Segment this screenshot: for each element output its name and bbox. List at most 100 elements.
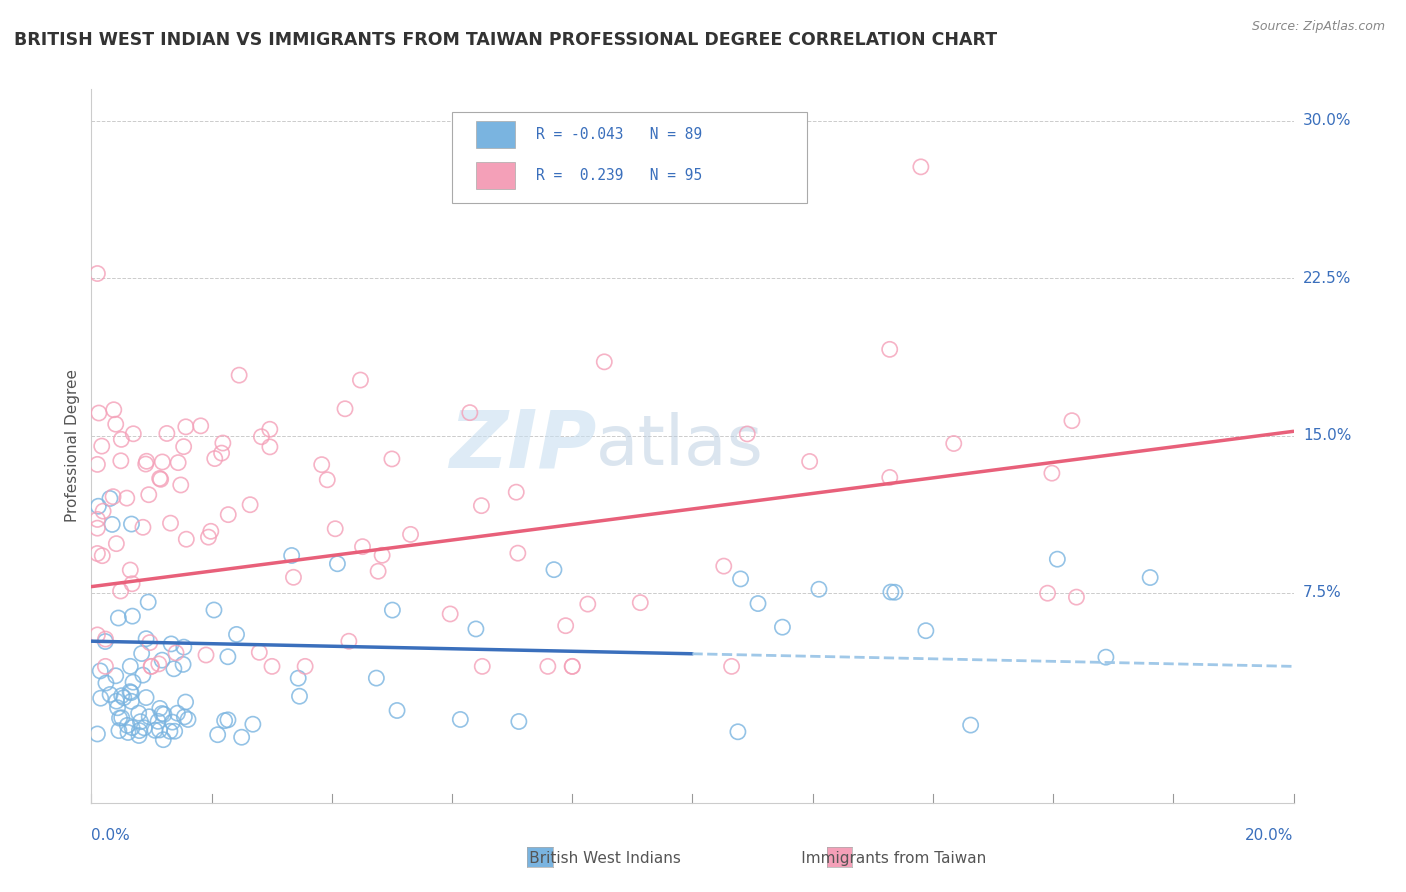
Point xyxy=(543,563,565,577)
Text: 22.5%: 22.5% xyxy=(1303,270,1351,285)
Point xyxy=(132,520,155,534)
Point xyxy=(195,648,218,662)
Point xyxy=(149,471,172,485)
Text: BRITISH WEST INDIAN VS IMMIGRANTS FROM TAIWAN PROFESSIONAL DEGREE CORRELATION CH: BRITISH WEST INDIAN VS IMMIGRANTS FROM T… xyxy=(14,31,997,49)
Point xyxy=(337,634,360,648)
Point xyxy=(104,417,127,432)
Point xyxy=(554,618,576,632)
Point xyxy=(288,690,311,704)
Point xyxy=(91,549,114,563)
Point xyxy=(86,727,108,741)
Point xyxy=(231,730,253,744)
Point xyxy=(197,530,219,544)
Point xyxy=(94,632,117,646)
Point xyxy=(173,710,195,724)
Point xyxy=(111,689,134,703)
Point xyxy=(217,649,239,664)
Point xyxy=(879,343,901,357)
Point xyxy=(352,540,374,554)
Point xyxy=(225,627,247,641)
Point xyxy=(173,440,195,454)
Point xyxy=(146,714,169,729)
Text: R = -0.043   N = 89: R = -0.043 N = 89 xyxy=(536,127,703,142)
Point xyxy=(207,728,229,742)
Point xyxy=(136,595,159,609)
Point xyxy=(174,695,197,709)
Bar xyxy=(477,120,515,148)
Point xyxy=(150,706,173,721)
Point xyxy=(108,723,131,738)
Point xyxy=(86,628,108,642)
Point xyxy=(98,491,121,506)
Point xyxy=(139,635,162,649)
Point xyxy=(883,585,905,599)
Point xyxy=(163,724,186,739)
Point xyxy=(149,701,172,715)
Point xyxy=(561,659,583,673)
Point xyxy=(1139,570,1161,584)
Point xyxy=(107,611,129,625)
Point xyxy=(910,160,932,174)
Point xyxy=(202,603,225,617)
Point xyxy=(107,700,129,714)
Point xyxy=(1066,590,1088,604)
Point xyxy=(204,451,226,466)
Point xyxy=(87,406,110,420)
Point xyxy=(163,662,186,676)
Text: atlas: atlas xyxy=(596,412,763,480)
Text: 20.0%: 20.0% xyxy=(1246,828,1294,843)
Point xyxy=(94,634,117,648)
Point xyxy=(713,559,735,574)
Point xyxy=(458,406,481,420)
Point xyxy=(471,659,494,673)
Point xyxy=(727,724,749,739)
Point xyxy=(371,548,394,562)
Point xyxy=(508,714,530,729)
Point xyxy=(349,373,371,387)
Point xyxy=(326,557,349,571)
Point xyxy=(259,440,281,454)
Point xyxy=(260,659,283,673)
Point xyxy=(311,458,333,472)
Point xyxy=(135,454,157,468)
Point xyxy=(283,570,305,584)
Point xyxy=(90,691,112,706)
Point xyxy=(439,607,461,621)
Point xyxy=(316,473,339,487)
Point xyxy=(799,454,821,468)
Point xyxy=(118,684,141,698)
Point xyxy=(228,368,250,383)
Point xyxy=(367,564,389,578)
Point xyxy=(89,664,111,678)
Point xyxy=(94,676,117,690)
Point xyxy=(259,422,281,436)
Point xyxy=(250,430,273,444)
Point xyxy=(128,706,150,720)
Point xyxy=(200,524,222,539)
Point xyxy=(120,686,142,700)
Point xyxy=(720,659,742,673)
Point xyxy=(121,721,143,735)
Point xyxy=(942,436,965,450)
Point xyxy=(385,704,408,718)
Text: R =  0.239   N = 95: R = 0.239 N = 95 xyxy=(536,168,703,183)
Y-axis label: Professional Degree: Professional Degree xyxy=(65,369,80,523)
Point xyxy=(152,732,174,747)
Point xyxy=(211,446,233,460)
Bar xyxy=(477,162,515,189)
Point xyxy=(94,659,117,673)
Point xyxy=(333,401,356,416)
Point xyxy=(117,725,139,739)
Point xyxy=(735,426,758,441)
Point xyxy=(239,498,262,512)
Point xyxy=(121,609,143,624)
Point xyxy=(101,490,124,504)
Point xyxy=(159,724,181,739)
Point xyxy=(807,582,830,597)
Point xyxy=(399,527,422,541)
Point xyxy=(505,485,527,500)
Point xyxy=(138,488,160,502)
Point xyxy=(381,452,404,467)
Point xyxy=(141,659,163,673)
Point xyxy=(165,646,187,660)
